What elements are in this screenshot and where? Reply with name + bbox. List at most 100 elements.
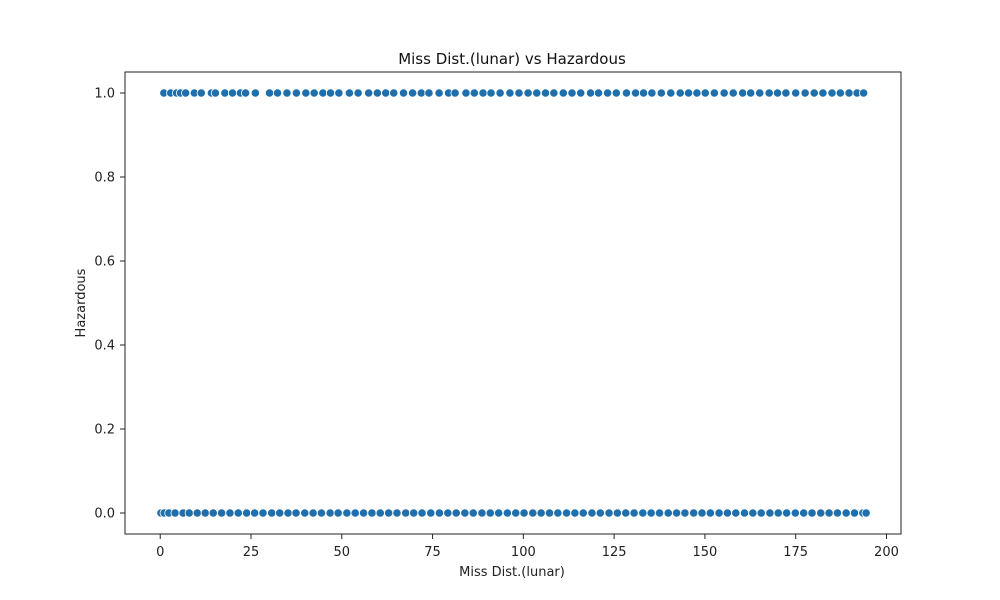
y-tick-label: 0.2	[94, 423, 115, 438]
y-tick-label: 1.0	[94, 87, 115, 102]
data-point	[809, 88, 819, 98]
y-axis: 0.0 0.2 0.4 0.6 0.8 1.0	[94, 87, 125, 522]
data-point	[375, 508, 385, 518]
data-point	[731, 508, 741, 518]
data-point	[772, 88, 783, 98]
data-point	[755, 88, 765, 98]
data-point	[756, 508, 766, 518]
data-point	[675, 88, 685, 98]
data-point	[611, 88, 621, 98]
data-point	[835, 88, 845, 98]
data-point	[765, 508, 775, 518]
data-point	[748, 508, 758, 518]
data-point	[739, 508, 750, 518]
data-point	[495, 88, 505, 98]
data-point	[561, 508, 572, 518]
data-point	[714, 508, 724, 518]
data-point	[621, 88, 632, 98]
data-point	[646, 508, 656, 518]
data-point	[683, 88, 694, 98]
data-point	[210, 88, 221, 98]
data-point	[334, 88, 344, 98]
data-point	[240, 88, 251, 98]
data-point	[578, 508, 588, 518]
data-point	[536, 508, 546, 518]
data-point	[630, 88, 641, 98]
data-point	[372, 88, 382, 98]
data-point	[350, 508, 360, 518]
x-tick-label: 150	[692, 545, 717, 560]
data-point	[553, 508, 563, 518]
x-tick-label: 175	[783, 545, 808, 560]
data-point	[666, 88, 676, 98]
data-point	[434, 508, 445, 518]
data-point	[514, 88, 524, 98]
data-point	[451, 508, 461, 518]
data-point	[384, 508, 394, 518]
x-axis: 0 25 50 75 100 125 150 175 200	[156, 534, 899, 560]
data-point	[291, 508, 301, 518]
data-point	[264, 88, 275, 98]
data-point	[549, 88, 559, 98]
data-point	[841, 508, 851, 518]
data-point	[308, 508, 318, 518]
x-tick-label: 75	[424, 545, 441, 560]
y-tick-label: 0.6	[94, 255, 115, 270]
data-point	[505, 88, 515, 98]
data-point	[689, 508, 699, 518]
data-point	[233, 508, 243, 518]
data-point	[849, 508, 860, 518]
data-point	[602, 88, 613, 98]
data-point	[827, 88, 837, 98]
data-point	[468, 508, 478, 518]
y-tick-label: 0.0	[94, 507, 115, 522]
data-point	[460, 508, 470, 518]
data-point	[318, 88, 328, 98]
data-point	[200, 508, 210, 518]
data-point	[844, 88, 854, 98]
data-point	[587, 508, 597, 518]
data-point	[282, 88, 292, 98]
data-point	[409, 508, 419, 518]
data-point	[629, 508, 639, 518]
y-tick-label: 0.8	[94, 171, 115, 186]
data-point	[832, 508, 843, 518]
data-point	[309, 88, 319, 98]
points-layer	[156, 88, 871, 518]
data-point	[192, 508, 202, 518]
data-point	[570, 508, 580, 518]
data-point	[818, 88, 828, 98]
data-point	[250, 88, 260, 98]
data-point	[316, 508, 327, 518]
data-point	[291, 88, 301, 98]
data-point	[227, 88, 238, 98]
data-point	[790, 508, 800, 518]
data-point	[250, 508, 260, 518]
data-point	[407, 88, 418, 98]
data-point	[576, 88, 586, 98]
data-point	[719, 88, 729, 98]
data-point	[426, 508, 436, 518]
data-point	[519, 508, 529, 518]
data-point	[381, 88, 391, 98]
data-point	[858, 88, 869, 98]
data-point	[434, 88, 444, 98]
y-axis-label: Hazardous	[74, 268, 89, 337]
data-point	[799, 508, 809, 518]
x-axis-label: Miss Dist.(lunar)	[459, 565, 565, 580]
data-point	[709, 88, 719, 98]
data-point	[225, 508, 235, 518]
data-point	[638, 88, 649, 98]
data-point	[486, 88, 496, 98]
data-point	[781, 88, 791, 98]
data-point	[398, 88, 409, 98]
data-point	[220, 88, 230, 98]
data-point	[502, 508, 512, 518]
data-point	[532, 88, 542, 98]
data-point	[800, 88, 810, 98]
data-point	[773, 508, 783, 518]
data-point	[181, 88, 191, 98]
x-tick-label: 125	[602, 545, 627, 560]
data-point	[585, 88, 596, 98]
